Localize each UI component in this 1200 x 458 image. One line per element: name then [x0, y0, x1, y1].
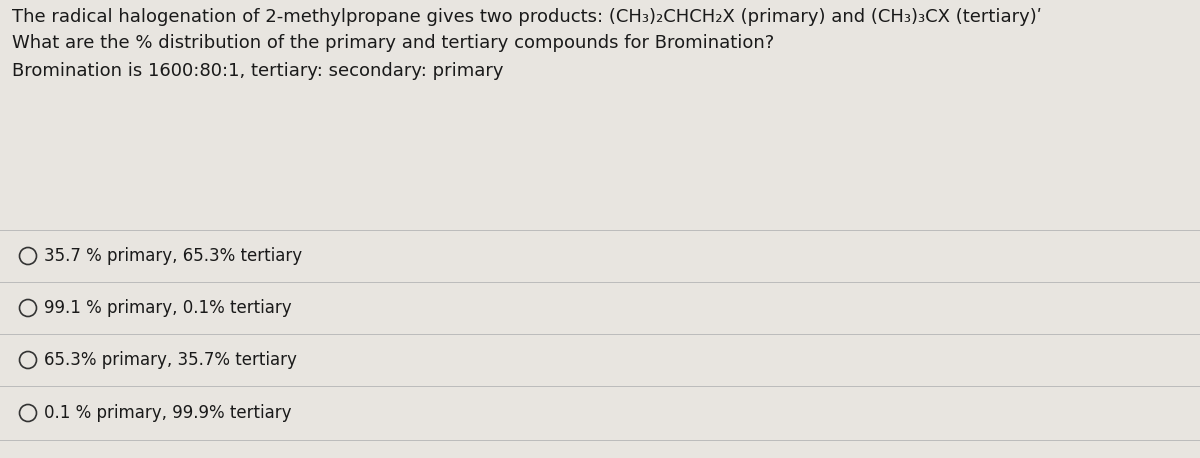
Text: What are the % distribution of the primary and tertiary compounds for Brominatio: What are the % distribution of the prima…	[12, 34, 774, 52]
Text: 0.1 % primary, 99.9% tertiary: 0.1 % primary, 99.9% tertiary	[44, 404, 292, 422]
Text: Bromination is 1600:80:1, tertiary: secondary: primary: Bromination is 1600:80:1, tertiary: seco…	[12, 62, 504, 80]
Text: 99.1 % primary, 0.1% tertiary: 99.1 % primary, 0.1% tertiary	[44, 299, 292, 317]
Text: The radical halogenation of 2-methylpropane gives two products: (CH₃)₂CHCH₂X (pr: The radical halogenation of 2-methylprop…	[12, 8, 1042, 26]
Text: 35.7 % primary, 65.3% tertiary: 35.7 % primary, 65.3% tertiary	[44, 247, 302, 265]
Text: 65.3% primary, 35.7% tertiary: 65.3% primary, 35.7% tertiary	[44, 351, 298, 369]
